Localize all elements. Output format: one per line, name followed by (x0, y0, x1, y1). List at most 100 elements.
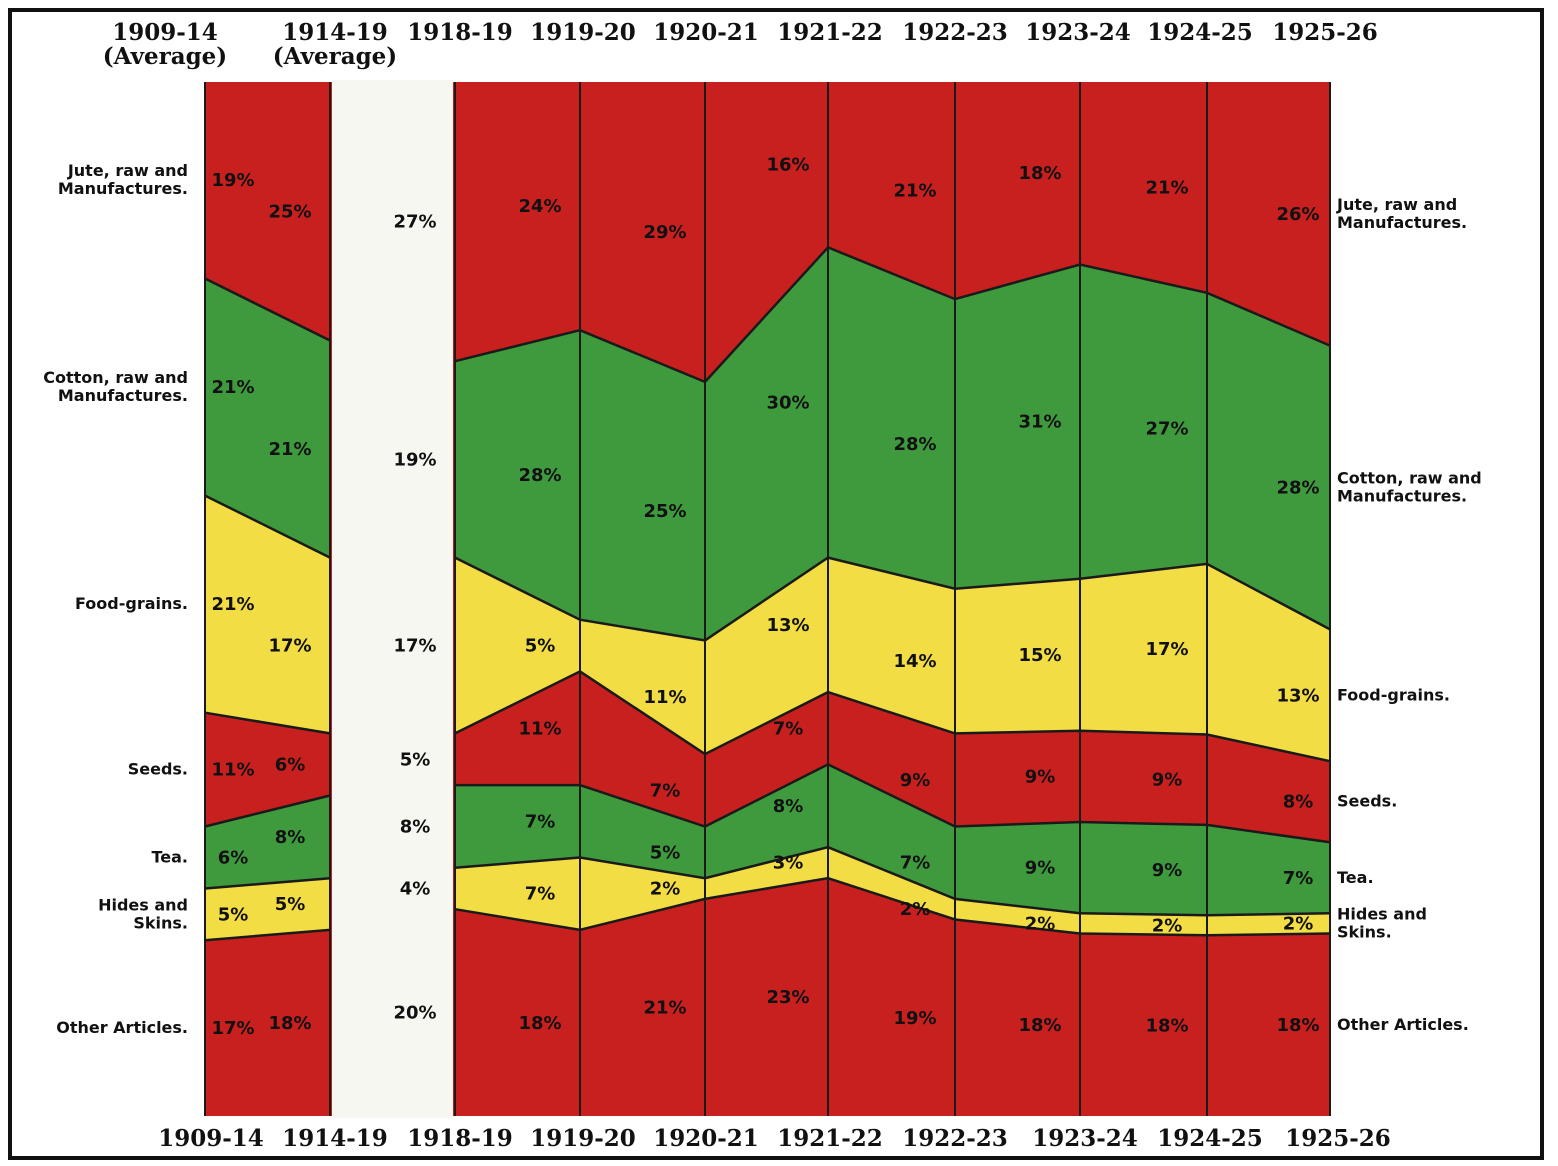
legend-left-text-1: Skins. (133, 913, 188, 932)
data-label-food-grains-1909-14: 21% (211, 594, 254, 615)
legend-left-food-grains: Food-grains. (75, 594, 188, 613)
data-label-seeds-1918-19: 5% (400, 749, 431, 770)
area-other-articles-0 (205, 929, 330, 1116)
legend-left-other-articles: Other Articles. (56, 1018, 188, 1037)
bottom-label-1925-26: 1925-26 (1285, 1125, 1391, 1152)
data-label-seeds-1923-24: 9% (1025, 766, 1056, 787)
data-label-hides-and-skins-1924-25: 2% (1152, 915, 1183, 936)
data-label-tea-1923-24: 9% (1025, 858, 1056, 879)
data-label-tea-1924-25: 9% (1152, 860, 1183, 881)
data-label-other-articles-1921-22: 23% (766, 987, 809, 1008)
data-label-other-articles-1909-14: 17% (211, 1018, 254, 1039)
data-label-jute-raw-and-manufactures-1925-26: 26% (1276, 204, 1319, 225)
chart-areas (205, 80, 1330, 1118)
data-label-hides-and-skins-1922-23: 2% (900, 899, 931, 920)
area-food-grains-0 (205, 495, 330, 734)
data-label-food-grains-1921-22: 13% (766, 615, 809, 636)
legend-right-other-articles: Other Articles. (1337, 1015, 1469, 1034)
data-label-food-grains-1918-19: 17% (393, 636, 436, 657)
data-label-cotton-raw-and-manufactures-1909-14: 21% (211, 377, 254, 398)
data-label-cotton-raw-and-manufactures-1921-22: 30% (766, 393, 809, 414)
data-label-hides-and-skins-1920-21: 2% (650, 879, 681, 900)
data-label-hides-and-skins-1918-19: 4% (400, 879, 431, 900)
data-label-cotton-raw-and-manufactures-1914-19: 21% (268, 439, 311, 460)
data-label-seeds-1922-23: 9% (900, 770, 931, 791)
data-label-tea-1921-22: 8% (773, 796, 804, 817)
data-label-tea-1918-19: 8% (400, 817, 431, 838)
top-label-1924-25: 1924-25 (1147, 19, 1253, 46)
bottom-label-1918-19: 1918-19 (407, 1125, 513, 1152)
data-label-hides-and-skins-1925-26: 2% (1283, 913, 1314, 934)
data-label-cotton-raw-and-manufactures-1925-26: 28% (1276, 478, 1319, 499)
data-label-tea-1919-20: 7% (525, 811, 556, 832)
data-label-seeds-1909-14: 11% (211, 760, 254, 781)
data-label-jute-raw-and-manufactures-1920-21: 29% (643, 222, 686, 243)
top-sublabel-1: (Average) (273, 43, 397, 70)
data-label-food-grains-1925-26: 13% (1276, 685, 1319, 706)
data-label-other-articles-1923-24: 18% (1018, 1015, 1061, 1036)
area-seeds-2 (455, 671, 1330, 843)
data-label-tea-1925-26: 7% (1283, 868, 1314, 889)
legend-left-text-1: Manufactures. (58, 179, 188, 198)
area-seeds-0 (205, 712, 330, 827)
data-label-seeds-1919-20: 11% (518, 718, 561, 739)
bottom-label-1922-23: 1922-23 (902, 1125, 1008, 1152)
legend-right-text-0: Hides and (1337, 904, 1427, 923)
data-label-cotton-raw-and-manufactures-1920-21: 25% (643, 501, 686, 522)
data-label-cotton-raw-and-manufactures-1924-25: 27% (1145, 418, 1188, 439)
chart-data-labels: 17% 18% 20% 18% 21% 23% 19% 18% 18% 18% 5% 5% 4% 7% 2%… (211, 155, 1319, 1039)
boundary-seeds-0 (204, 711, 331, 735)
top-label-1919-20: 1919-20 (530, 19, 636, 46)
bottom-label-1919-20: 1919-20 (530, 1125, 636, 1152)
chart-legend: Other Articles. Other Articles.Hides andS… (43, 161, 1482, 1037)
bottom-label-1924-25: 1924-25 (1157, 1125, 1263, 1152)
area-other-articles-2 (455, 878, 1330, 1116)
data-label-cotton-raw-and-manufactures-1918-19: 19% (393, 449, 436, 470)
legend-right-text-0: Food-grains. (1337, 685, 1450, 704)
data-label-food-grains-1920-21: 11% (643, 687, 686, 708)
data-label-jute-raw-and-manufactures-1909-14: 19% (211, 170, 254, 191)
legend-left-text-1: Manufactures. (58, 386, 188, 405)
legend-left-seeds: Seeds. (128, 760, 188, 779)
legend-right-tea: Tea. (1337, 868, 1374, 887)
boundary-hides-and-skins-2 (454, 845, 1331, 917)
area-tea-2 (455, 764, 1330, 916)
area-hides-and-skins-2 (455, 847, 1330, 936)
legend-left-text-0: Food-grains. (75, 594, 188, 613)
data-label-seeds-1924-25: 9% (1152, 770, 1183, 791)
data-label-tea-1914-19: 8% (275, 827, 306, 848)
area-jute-raw-and-manufactures-2 (455, 82, 1330, 382)
area-hides-and-skins-0 (205, 878, 330, 941)
area-food-grains-2 (455, 557, 1330, 762)
data-label-other-articles-1919-20: 18% (518, 1013, 561, 1034)
data-label-food-grains-1919-20: 5% (525, 636, 556, 657)
data-label-jute-raw-and-manufactures-1918-19: 27% (393, 212, 436, 233)
boundary-tea-0 (204, 794, 331, 828)
data-label-cotton-raw-and-manufactures-1922-23: 28% (893, 434, 936, 455)
boundary-cotton-raw-and-manufactures-2 (454, 245, 1331, 384)
data-label-other-articles-1925-26: 18% (1276, 1015, 1319, 1036)
bottom-label-1923-24: 1923-24 (1032, 1125, 1138, 1152)
data-label-seeds-1925-26: 8% (1283, 792, 1314, 813)
legend-right-text-0: Tea. (1337, 868, 1374, 887)
top-label-1914-19: 1914-19 (282, 19, 388, 46)
legend-right-text-1: Skins. (1337, 922, 1392, 941)
boundary-other-articles-2 (454, 876, 1331, 937)
top-label-1920-21: 1920-21 (653, 19, 759, 46)
data-label-hides-and-skins-1921-22: 3% (773, 853, 804, 874)
legend-right-food-grains: Food-grains. (1337, 685, 1450, 704)
top-sublabel-0: (Average) (103, 43, 227, 70)
boundary-food-grains-2 (454, 556, 1331, 642)
data-label-food-grains-1922-23: 14% (893, 651, 936, 672)
data-label-food-grains-1923-24: 15% (1018, 645, 1061, 666)
data-label-tea-1909-14: 6% (218, 848, 249, 869)
area-cotton-raw-and-manufactures-2 (455, 247, 1330, 641)
area-jute-raw-and-manufactures-0 (205, 82, 330, 341)
data-label-seeds-1920-21: 7% (650, 780, 681, 801)
